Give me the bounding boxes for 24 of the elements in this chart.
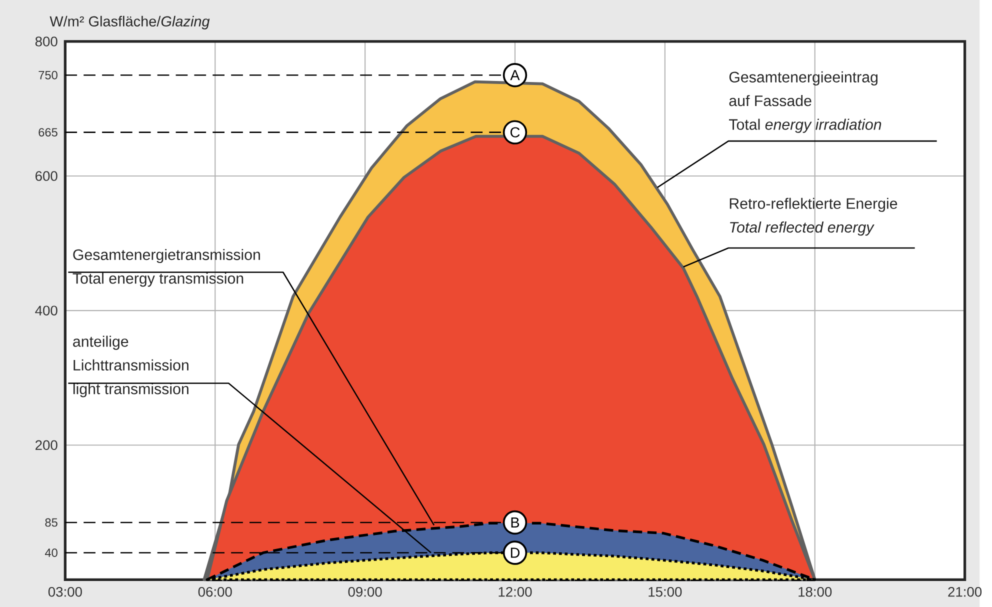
annotation: D [510,548,520,558]
y-tick-label: 200 [36,440,58,450]
y-tick-label: 665 [38,128,58,136]
x-tick-label: 03:00 [48,586,82,597]
annotation: anteilige Lichttransmission light transmission [73,336,188,398]
annotation: Gesamtenergietransmission Total energy transmission [72,248,260,287]
annotation: Retro-reflektierte Energie Total reflected energy [730,198,898,236]
y-tick-label: 800 [35,36,58,46]
y-tick-label: 750 [38,70,58,80]
y-tick-label: 85 [45,518,58,527]
annotation: Gesamtenergieeintrag auf Fassade Total energy irradiation [728,71,882,133]
x-tick-label: 15:00 [648,586,682,597]
x-tick-label: 18:00 [798,586,832,597]
annotation: C [510,127,520,138]
x-tick-label: 09:00 [348,586,382,597]
annotation: B [511,517,520,528]
x-tick-label: 06:00 [198,586,232,597]
annotation: A [510,70,520,80]
y-axis-title: W/m² Glasfläche/Glazing [50,16,210,30]
y-tick-label: 600 [36,170,58,181]
x-tick-label: 12:00 [498,586,532,597]
x-tick-label: 21:00 [948,586,982,597]
y-tick-label: 40 [44,548,58,557]
y-tick-label: 400 [35,306,58,316]
